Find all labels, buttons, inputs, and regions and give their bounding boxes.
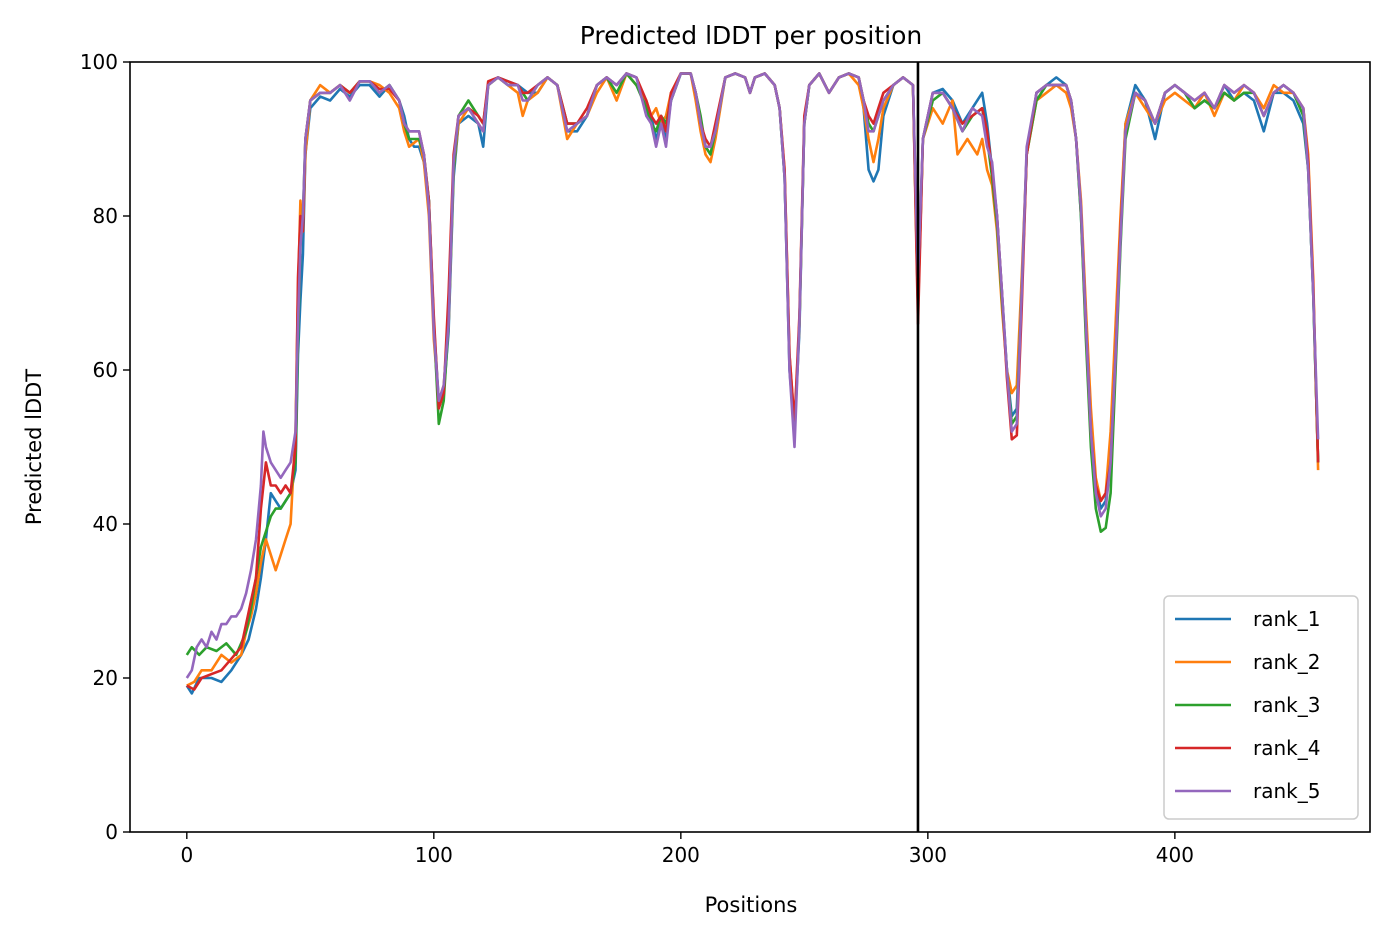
- y-tick-label: 20: [93, 666, 118, 690]
- y-tick-label: 60: [93, 358, 118, 382]
- legend-box: [1163, 595, 1359, 820]
- y-tick-label: 100: [80, 50, 118, 74]
- plot-frame: [129, 61, 1371, 833]
- y-tick-label: 80: [93, 204, 118, 228]
- chart-title: Predicted lDDT per position: [580, 21, 922, 50]
- axis-ticks-group: 0 100 200 300 400 0 20 40 60 80 100: [80, 50, 1194, 867]
- legend-label-rank_5: rank_5: [1253, 779, 1320, 803]
- plot-series-group: [185, 62, 1320, 832]
- legend-label-rank_4: rank_4: [1253, 736, 1320, 760]
- x-tick-label: 0: [180, 843, 193, 867]
- y-tick-label: 40: [93, 512, 118, 536]
- x-tick-label: 400: [1156, 843, 1194, 867]
- y-tick-label: 0: [105, 820, 118, 844]
- series-line-rank_5: [185, 72, 1320, 679]
- legend-label-rank_2: rank_2: [1253, 650, 1320, 674]
- x-tick-label: 200: [662, 843, 700, 867]
- legend-label-rank_3: rank_3: [1253, 693, 1320, 717]
- legend-label-rank_1: rank_1: [1253, 607, 1320, 631]
- legend: rank_1 rank_2 rank_3 rank_4 rank_5: [1163, 595, 1359, 820]
- x-tick-label: 300: [909, 843, 947, 867]
- x-tick-label: 100: [415, 843, 453, 867]
- x-axis-title: Positions: [705, 893, 798, 917]
- y-axis-title: Predicted lDDT: [22, 369, 46, 525]
